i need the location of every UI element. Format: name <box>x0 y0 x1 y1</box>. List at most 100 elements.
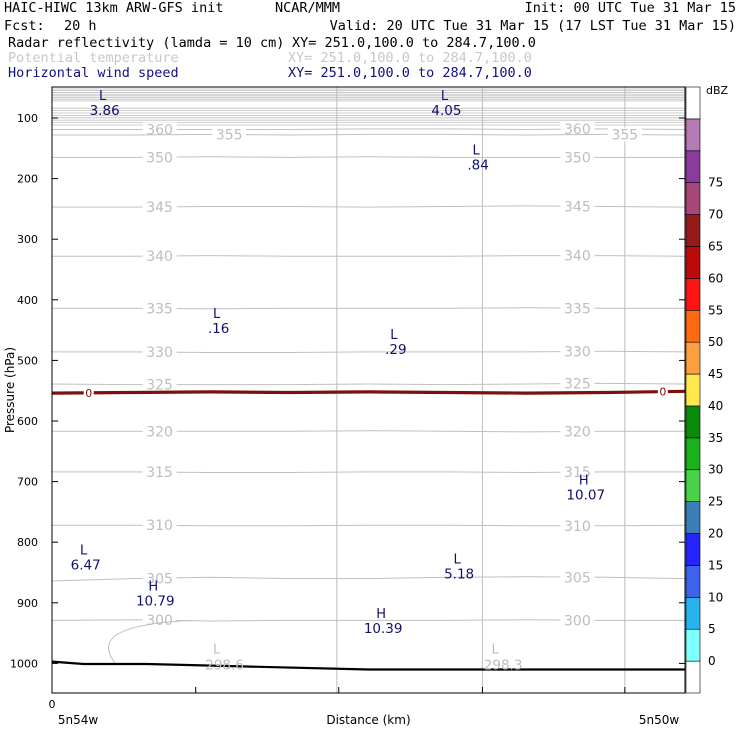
theta-contour-label: 305 <box>146 572 173 588</box>
init-time: Init: 00 UTC Tue 31 Mar 15 <box>524 0 736 16</box>
colorbar-tick-label: 10 <box>708 590 723 604</box>
wind-extremum-symbol: L <box>99 89 107 104</box>
gridlines <box>336 87 626 693</box>
theta-label-bg <box>560 248 595 263</box>
theta-label-bg <box>142 122 177 137</box>
theta-label-bg <box>560 464 595 479</box>
freezing-label-bg <box>83 387 94 400</box>
colorbar-tick-label: 65 <box>708 239 723 253</box>
wind-extremum-symbol: L <box>453 552 461 567</box>
theta-label-bg <box>142 612 177 627</box>
theta-label-bg <box>142 377 177 392</box>
forecast-hour: 20 h <box>64 18 97 34</box>
theta-label-bg <box>142 301 177 316</box>
colorbar-tick-label: 55 <box>708 303 723 317</box>
theta-contour-label: 335 <box>146 301 173 317</box>
y-tick-label: 500 <box>17 354 38 367</box>
wind-extremum-symbol: H <box>579 474 589 489</box>
y-tick-label: 900 <box>17 597 38 610</box>
theta-label-bg <box>607 127 642 142</box>
freezing-level-line <box>51 389 686 395</box>
freezing-level-label: 0 <box>85 387 92 400</box>
y-tick-label: 300 <box>17 233 38 246</box>
theta-label-bg <box>142 424 177 439</box>
freezing-level-label: 0 <box>659 385 666 398</box>
field-wind: Horizontal wind speed <box>8 65 179 81</box>
y-tick-label: 100 <box>17 112 38 125</box>
theta-label-bg <box>212 127 247 142</box>
colorbar-box <box>685 150 701 183</box>
theta-low-value: 298.6 <box>205 657 244 673</box>
wind-extremum-value: 6.47 <box>71 557 101 573</box>
theta-contour-label: 310 <box>564 519 591 535</box>
theta-low-symbol: L <box>213 642 221 657</box>
chart-labels: 360 360 355 355 350 350 345 345 340 340 335 335 330 3… <box>71 89 667 674</box>
wind-extremum-value: .16 <box>208 321 229 337</box>
theta-contour-label: 350 <box>146 150 173 166</box>
colorbar-tick-label: 30 <box>708 463 723 477</box>
theta-contour-label: 340 <box>146 249 173 265</box>
freezing-label-bg <box>657 385 668 398</box>
theta-label-bg <box>142 571 177 586</box>
theta-contour-label: 335 <box>564 301 591 317</box>
theta-contour-label: 310 <box>146 518 173 534</box>
colorbar-unit: dBZ <box>706 84 729 97</box>
y-tick-label: 600 <box>17 415 38 428</box>
theta-contour-label: 360 <box>146 123 173 139</box>
colorbar-tick-label: 40 <box>708 399 723 413</box>
colorbar-tick-label: 5 <box>708 622 716 636</box>
colorbar-box <box>685 565 701 598</box>
surface-layer <box>51 660 685 671</box>
wind-extremum-symbol: H <box>376 607 386 622</box>
colorbar-box <box>685 405 701 439</box>
theta-label-bg <box>142 249 177 264</box>
colorbar-tick-label: 25 <box>708 495 723 509</box>
theta-contour-label: 330 <box>146 345 173 361</box>
colorbar-tick-label: 75 <box>708 176 723 190</box>
colorbar-tick-label: 35 <box>708 431 723 445</box>
field-reflectivity-xy: XY= 251.0,100.0 to 284.7,100.0 <box>292 35 536 51</box>
wind-extremum-symbol: L <box>390 328 398 343</box>
theta-contour-label: 300 <box>564 613 591 629</box>
x-tick-label: 0 <box>49 698 56 711</box>
wind-extremum-value: .84 <box>467 157 488 173</box>
theta-label-bg <box>560 121 595 136</box>
colorbar-box <box>685 501 701 534</box>
org-label: NCAR/MMM <box>275 0 341 16</box>
valid-time: Valid: 20 UTC Tue 31 Mar 15 (17 LST Tue … <box>329 18 736 34</box>
wind-extremum-value: 10.79 <box>136 594 175 610</box>
colorbar-box <box>685 246 701 279</box>
forecast-label: Fcst: <box>4 18 45 34</box>
theta-label-bg <box>142 518 177 533</box>
y-axis-label: Pressure (hPa) <box>3 347 17 433</box>
theta-low-symbol: L <box>491 642 499 657</box>
theta-label-bg <box>560 376 595 391</box>
theta-label-bg <box>560 344 595 359</box>
theta-contour-label: 345 <box>146 200 173 216</box>
theta-label-bg <box>560 150 595 165</box>
theta-label-bg <box>560 424 595 439</box>
field-theta: Potential temperature <box>8 50 179 66</box>
theta-low-value: 298.3 <box>484 657 523 673</box>
colorbar-box <box>685 86 701 120</box>
theta-contour-300-loop <box>107 619 192 664</box>
theta-contour-label: 300 <box>146 613 173 629</box>
y-tick-label: 700 <box>17 476 38 489</box>
colorbar-box <box>685 533 701 566</box>
theta-contour-label: 340 <box>564 249 591 265</box>
field-wind-xy: XY= 251.0,100.0 to 284.7,100.0 <box>288 65 532 81</box>
wind-extremum-value: 4.05 <box>431 103 461 119</box>
x-start-label: 5n54w <box>58 713 99 727</box>
theta-label-bg <box>142 464 177 479</box>
colorbar-box <box>685 278 701 311</box>
theta-contour-label: 360 <box>564 122 591 138</box>
colorbar-box <box>685 597 701 630</box>
colorbar-box <box>685 182 701 215</box>
theta-contours <box>51 88 686 664</box>
wind-extremum-symbol: L <box>80 543 88 558</box>
colorbar-box <box>685 660 701 694</box>
theta-label-bg <box>560 301 595 316</box>
y-tick-label: 800 <box>17 536 38 549</box>
